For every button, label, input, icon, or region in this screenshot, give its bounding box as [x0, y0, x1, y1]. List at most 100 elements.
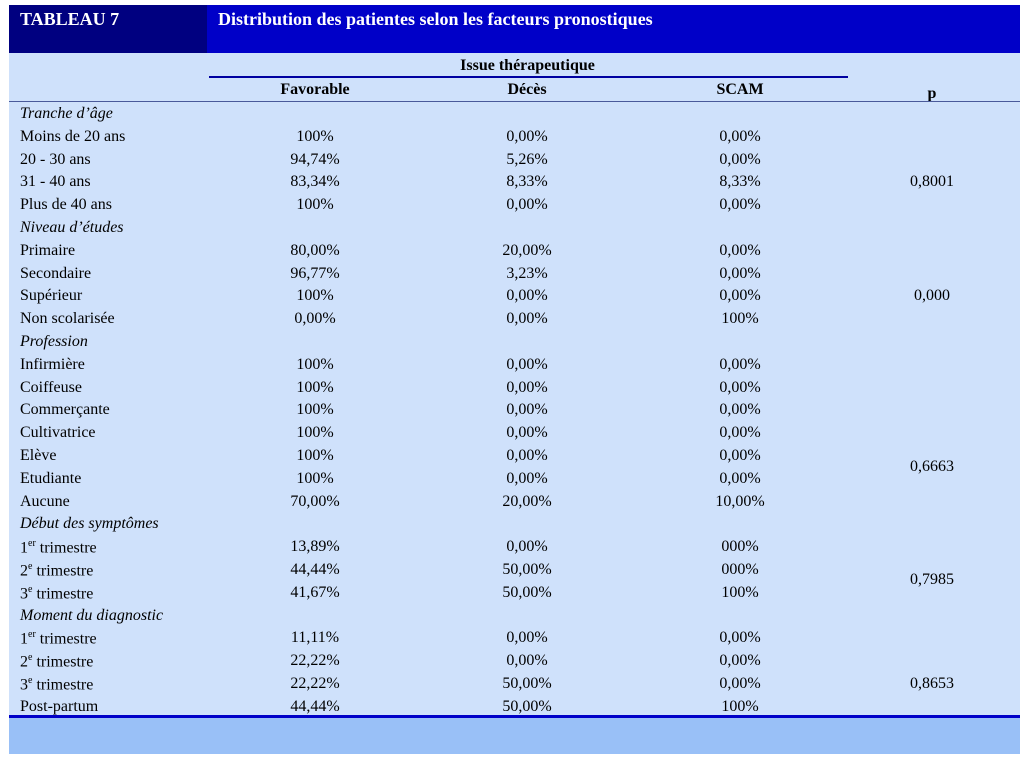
- group-row: Profession: [9, 331, 1020, 354]
- deces-cell: 8,33%: [506, 173, 548, 191]
- header-issue: Issue thérapeutique: [460, 57, 595, 74]
- scam-cell: 100%: [721, 310, 759, 328]
- deces-cell: 0,00%: [506, 196, 548, 214]
- group-row: Début des symptômes: [9, 513, 1020, 536]
- title-bar: TABLEAU 7 Distribution des patientes sel…: [9, 5, 1020, 53]
- row-label: 1er trimestre: [20, 538, 97, 557]
- scam-cell: 10,00%: [715, 492, 765, 510]
- scam-cell: 100%: [721, 697, 759, 715]
- table-row: Cultivatrice 100% 0,00% 0,00%: [9, 422, 1020, 445]
- deces-cell: 0,00%: [506, 469, 548, 487]
- p-value: 0,7985: [910, 571, 954, 588]
- deces-cell: 50,00%: [502, 560, 552, 578]
- scam-cell: 0,00%: [719, 446, 761, 464]
- table-row: Secondaire 96,77% 3,23% 0,00%: [9, 263, 1020, 286]
- table-row: Infirmière 100% 0,00% 0,00%: [9, 354, 1020, 377]
- scam-cell: 0,00%: [719, 629, 761, 647]
- table-row: Non scolarisée 0,00% 0,00% 100%: [9, 308, 1020, 331]
- row-label: Commerçante: [20, 401, 110, 419]
- footer-divider: [9, 715, 1020, 718]
- scam-cell: 0,00%: [719, 127, 761, 145]
- table-row: Supérieur 100% 0,00% 0,00%: [9, 285, 1020, 308]
- deces-cell: 3,23%: [506, 264, 548, 282]
- p-value: 0,8653: [910, 675, 954, 692]
- favorable-cell: 13,89%: [290, 538, 340, 556]
- table-row: 2e trimestre 22,22% 0,00% 0,00%: [9, 650, 1020, 673]
- scam-cell: 0,00%: [719, 652, 761, 670]
- table-row: 20 - 30 ans 94,74% 5,26% 0,00%: [9, 149, 1020, 172]
- row-label: Infirmière: [20, 355, 85, 373]
- deces-cell: 20,00%: [502, 241, 552, 259]
- group-label: Tranche d’âge: [20, 105, 113, 122]
- favorable-cell: 11,11%: [290, 629, 340, 647]
- row-label: 3e trimestre: [20, 674, 94, 694]
- header-scam: SCAM: [716, 81, 764, 98]
- table-row: 1er trimestre 13,89% 0,00% 000%: [9, 536, 1020, 559]
- deces-cell: 50,00%: [502, 583, 552, 601]
- deces-cell: 0,00%: [506, 287, 548, 305]
- group-label: Moment du diagnostic: [20, 606, 164, 624]
- row-label: 20 - 30 ans: [20, 150, 91, 168]
- favorable-cell: 0,00%: [294, 310, 336, 328]
- row-label: 1er trimestre: [20, 629, 97, 648]
- scam-cell: 0,00%: [719, 469, 761, 487]
- scam-cell: 100%: [721, 583, 759, 601]
- deces-cell: 0,00%: [506, 127, 548, 145]
- table-rows: Tranche d’âge Moins de 20 ans 100% 0,00% 0,0…: [9, 103, 1020, 719]
- header-p: p: [927, 85, 937, 102]
- row-label: Aucune: [20, 492, 70, 510]
- p-value: 0,6663: [910, 458, 954, 475]
- deces-cell: 0,00%: [506, 355, 548, 373]
- table-row: Primaire 80,00% 20,00% 0,00%: [9, 240, 1020, 263]
- deces-cell: 0,00%: [506, 629, 548, 647]
- table-body: [9, 53, 1020, 716]
- table-row: Aucune 70,00% 20,00% 10,00%: [9, 491, 1020, 514]
- deces-cell: 50,00%: [502, 697, 552, 715]
- table-footer: [9, 716, 1020, 754]
- row-label: Post-partum: [20, 697, 99, 715]
- p-value: 0,8001: [910, 173, 954, 190]
- table-title: Distribution des patientes selon les fac…: [218, 9, 653, 29]
- scam-cell: 0,00%: [719, 196, 761, 214]
- group-label: Profession: [20, 332, 88, 350]
- deces-cell: 0,00%: [506, 310, 548, 328]
- table-row: 1er trimestre 11,11% 0,00% 0,00%: [9, 627, 1020, 650]
- favorable-cell: 44,44%: [290, 560, 340, 578]
- favorable-cell: 100%: [296, 446, 334, 464]
- deces-cell: 0,00%: [506, 378, 548, 396]
- favorable-cell: 100%: [296, 127, 334, 145]
- favorable-cell: 100%: [296, 401, 334, 419]
- deces-cell: 0,00%: [506, 538, 548, 556]
- deces-cell: 0,00%: [506, 652, 548, 670]
- scam-cell: 0,00%: [719, 264, 761, 282]
- row-label: Etudiante: [20, 469, 82, 487]
- deces-cell: 5,26%: [506, 150, 548, 168]
- row-label: Secondaire: [20, 264, 92, 282]
- p-value: 0,000: [914, 287, 950, 304]
- favorable-cell: 70,00%: [290, 492, 340, 510]
- favorable-cell: 22,22%: [290, 674, 340, 692]
- scam-cell: 0,00%: [719, 378, 761, 396]
- scam-cell: 0,00%: [719, 401, 761, 419]
- table-row: 31 - 40 ans 83,34% 8,33% 8,33%: [9, 171, 1020, 194]
- deces-cell: 20,00%: [502, 492, 552, 510]
- group-label: Niveau d’études: [20, 218, 124, 236]
- deces-cell: 0,00%: [506, 401, 548, 419]
- table-row: 2e trimestre 44,44% 50,00% 000%: [9, 559, 1020, 582]
- deces-cell: 0,00%: [506, 424, 548, 442]
- row-label: 31 - 40 ans: [20, 173, 91, 191]
- row-label: Elève: [20, 446, 57, 464]
- table-label-box: [9, 5, 207, 53]
- table-row: 3e trimestre 22,22% 50,00% 0,00%: [9, 673, 1020, 696]
- scam-cell: 000%: [721, 560, 759, 578]
- favorable-cell: 22,22%: [290, 652, 340, 670]
- scam-cell: 0,00%: [719, 150, 761, 168]
- row-label: Coiffeuse: [20, 378, 82, 396]
- row-label: Supérieur: [20, 287, 83, 305]
- table-label: TABLEAU 7: [20, 9, 120, 29]
- table-frame: TABLEAU 7 Distribution des patientes sel…: [9, 5, 1020, 754]
- group-row: Niveau d’études: [9, 217, 1020, 240]
- scam-cell: 0,00%: [719, 424, 761, 442]
- deces-cell: 50,00%: [502, 674, 552, 692]
- favorable-cell: 100%: [296, 355, 334, 373]
